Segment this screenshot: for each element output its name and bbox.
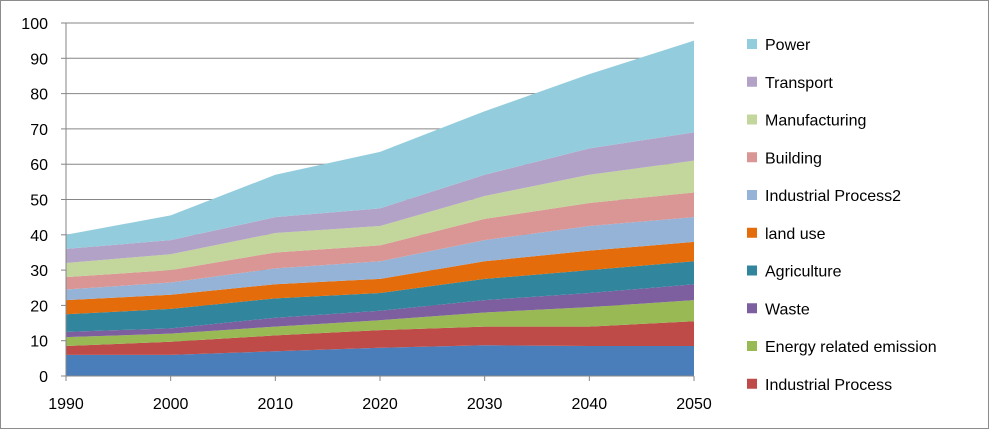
x-tick-label: 2000 — [153, 396, 189, 413]
y-tick-label: 80 — [30, 87, 48, 104]
y-tick-label: 0 — [39, 369, 48, 386]
y-tick-label: 20 — [30, 298, 48, 315]
legend: Power Transport Manufacturing Building Indus… — [747, 37, 937, 394]
y-tick-label: 10 — [30, 334, 48, 351]
legend-label-industrial-process2: Industrial Process2 — [765, 188, 901, 205]
x-tick-label: 2040 — [572, 396, 608, 413]
x-tick-label: 1990 — [48, 396, 84, 413]
x-axis-ticks: 1990 2000 2010 2020 2030 2040 2050 — [48, 376, 712, 413]
legend-label-agriculture: Agriculture — [765, 264, 842, 281]
area-agriculture — [66, 261, 694, 332]
legend-label-industrial-process: Industrial Process — [765, 377, 892, 394]
legend-label-energy-related-emission: Energy related emission — [765, 339, 937, 356]
legend-swatch-building — [747, 152, 757, 163]
area-land-use — [66, 241, 694, 315]
legend-label-power: Power — [765, 37, 811, 54]
area-energy-related-emission — [66, 300, 694, 346]
legend-swatch-agriculture — [747, 265, 757, 276]
legend-swatch-manufacturing — [747, 114, 757, 125]
legend-label-manufacturing: Manufacturing — [765, 113, 866, 130]
area-power — [66, 40, 694, 249]
legend-label-building: Building — [765, 150, 822, 167]
legend-label-waste: Waste — [765, 301, 810, 318]
area-industrial-process — [66, 321, 694, 355]
area-building — [66, 192, 694, 290]
legend-swatch-transport — [747, 76, 757, 87]
x-tick-label: 2010 — [258, 396, 294, 413]
legend-swatch-industrial-process2 — [747, 190, 757, 200]
legend-swatch-power — [747, 39, 757, 49]
legend-swatch-land-use — [747, 227, 757, 238]
y-tick-label: 70 — [30, 122, 48, 139]
area-industrial-process2 — [66, 217, 694, 301]
legend-label-transport: Transport — [765, 75, 833, 92]
y-tick-label: 100 — [21, 16, 48, 33]
x-tick-label: 2020 — [362, 396, 398, 413]
legend-swatch-energy-related-emission — [747, 341, 757, 351]
legend-swatch-waste — [747, 303, 757, 314]
legend-swatch-industrial-process — [747, 378, 757, 389]
area-base — [66, 345, 694, 376]
area-manufacturing — [66, 160, 694, 278]
area-transport — [66, 132, 694, 264]
y-axis-ticks: 0 10 20 30 40 50 60 70 80 90 100 — [21, 16, 66, 386]
y-tick-label: 50 — [30, 193, 48, 210]
y-tick-label: 60 — [30, 157, 48, 174]
x-tick-label: 2050 — [676, 396, 712, 413]
plot-areas — [66, 40, 694, 376]
x-tick-label: 2030 — [467, 396, 503, 413]
y-tick-label: 40 — [30, 228, 48, 245]
y-tick-label: 90 — [30, 51, 48, 68]
legend-label-land-use: land use — [765, 226, 826, 243]
y-tick-label: 30 — [30, 263, 48, 280]
